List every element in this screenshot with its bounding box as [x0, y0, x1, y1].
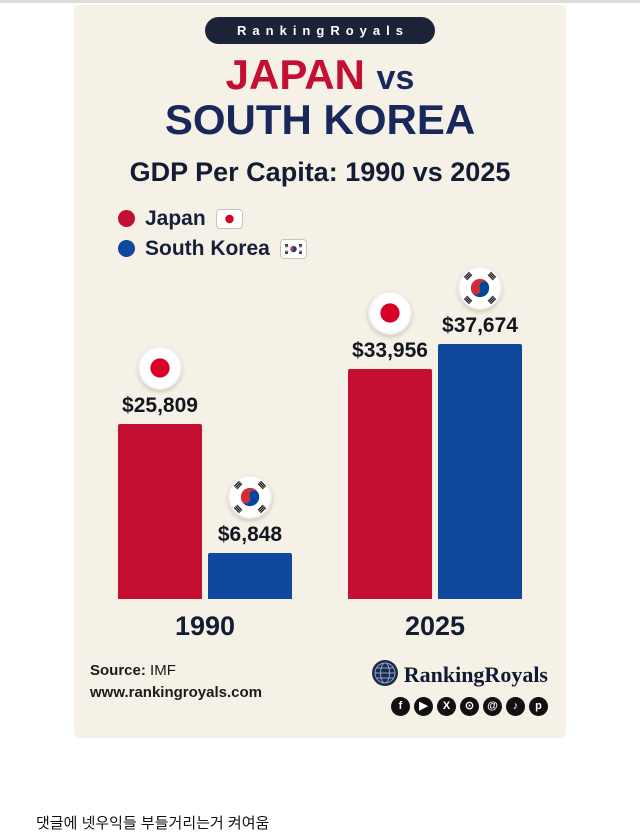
legend-item-south-korea: South Korea	[118, 234, 566, 264]
social-icons-row: f ▶ X ⊙ @ ♪ p	[372, 696, 548, 716]
facebook-icon: f	[391, 696, 410, 716]
pinterest-icon: p	[529, 696, 548, 716]
chart-subtitle: GDP Per Capita: 1990 vs 2025	[129, 156, 511, 187]
tiktok-icon: ♪	[506, 696, 525, 716]
bar-column-japan-1990: $25,809	[118, 345, 202, 599]
infographic-card: RankingRoyals JAPAN vs SOUTH KOREA GDP P…	[74, 5, 566, 738]
bar-rect-japan-1990	[118, 423, 202, 599]
bar-value-japan-2025: $33,956	[352, 338, 428, 362]
source-label: Source:	[90, 661, 146, 679]
title-vs: vs	[376, 59, 415, 97]
japan-legend-dot	[118, 210, 135, 228]
year-label-1990: 1990	[174, 610, 236, 641]
chart-group-1990: $25,809	[118, 345, 292, 642]
brand-banner: RankingRoyals	[205, 17, 435, 44]
bar-rect-south-korea-2025	[438, 343, 522, 599]
south-korea-legend-dot	[118, 240, 135, 258]
south-korea-flag-badge-icon	[458, 265, 502, 310]
south-korea-flag-icon	[279, 238, 307, 259]
title-japan: JAPAN	[225, 51, 365, 98]
x-icon: X	[437, 696, 456, 716]
bar-column-japan-2025: $33,956	[348, 290, 432, 599]
chart-legend: Japan South Korea	[118, 204, 566, 264]
title-line-2: SOUTH KOREA	[164, 96, 476, 144]
bars-row-1990: $25,809	[118, 345, 292, 599]
bar-chart: $25,809	[74, 265, 566, 642]
youtube-icon: ▶	[414, 696, 433, 716]
japan-flag-badge-icon	[368, 290, 412, 335]
bar-rect-south-korea-1990	[208, 552, 292, 599]
website-text: www.rankingroyals.com	[90, 684, 262, 702]
south-korea-flag-badge-icon	[228, 474, 272, 519]
threads-icon: @	[483, 696, 502, 716]
bars-row-2025: $33,956	[348, 265, 522, 599]
brand-block: RankingRoyals f ▶ X ⊙ @ ♪ p	[371, 659, 548, 716]
source-block: Source: IMF www.rankingroyals.com	[90, 660, 262, 705]
bar-rect-japan-2025	[348, 368, 432, 599]
post-caption: 댓글에 넷우익들 부들거리는거 켜여움	[36, 814, 270, 832]
bar-value-japan-1990: $25,809	[122, 393, 198, 417]
page-top-strip	[0, 0, 640, 3]
year-label-2025: 2025	[404, 610, 466, 641]
bar-column-south-korea-2025: $37,674	[438, 265, 522, 599]
legend-item-japan: Japan	[118, 204, 566, 234]
bar-value-south-korea-2025: $37,674	[442, 313, 518, 337]
japan-flag-icon	[215, 208, 243, 229]
card-footer: Source: IMF www.rankingroyals.com Ra	[74, 642, 566, 716]
instagram-icon: ⊙	[460, 696, 479, 716]
source-value: IMF	[150, 661, 176, 679]
globe-logo-icon	[371, 659, 398, 691]
source-line: Source: IMF	[90, 660, 262, 683]
japan-flag-badge-icon	[138, 345, 182, 390]
chart-group-2025: $33,956	[348, 265, 522, 642]
legend-label-south-korea: South Korea	[145, 236, 270, 260]
bar-column-south-korea-1990: $6,848	[208, 474, 292, 599]
title-line-1: JAPAN vs	[74, 52, 566, 97]
brand-row: RankingRoyals	[371, 659, 548, 691]
bar-value-south-korea-1990: $6,848	[217, 522, 283, 546]
brand-name: RankingRoyals	[403, 662, 548, 688]
legend-label-japan: Japan	[145, 206, 206, 230]
